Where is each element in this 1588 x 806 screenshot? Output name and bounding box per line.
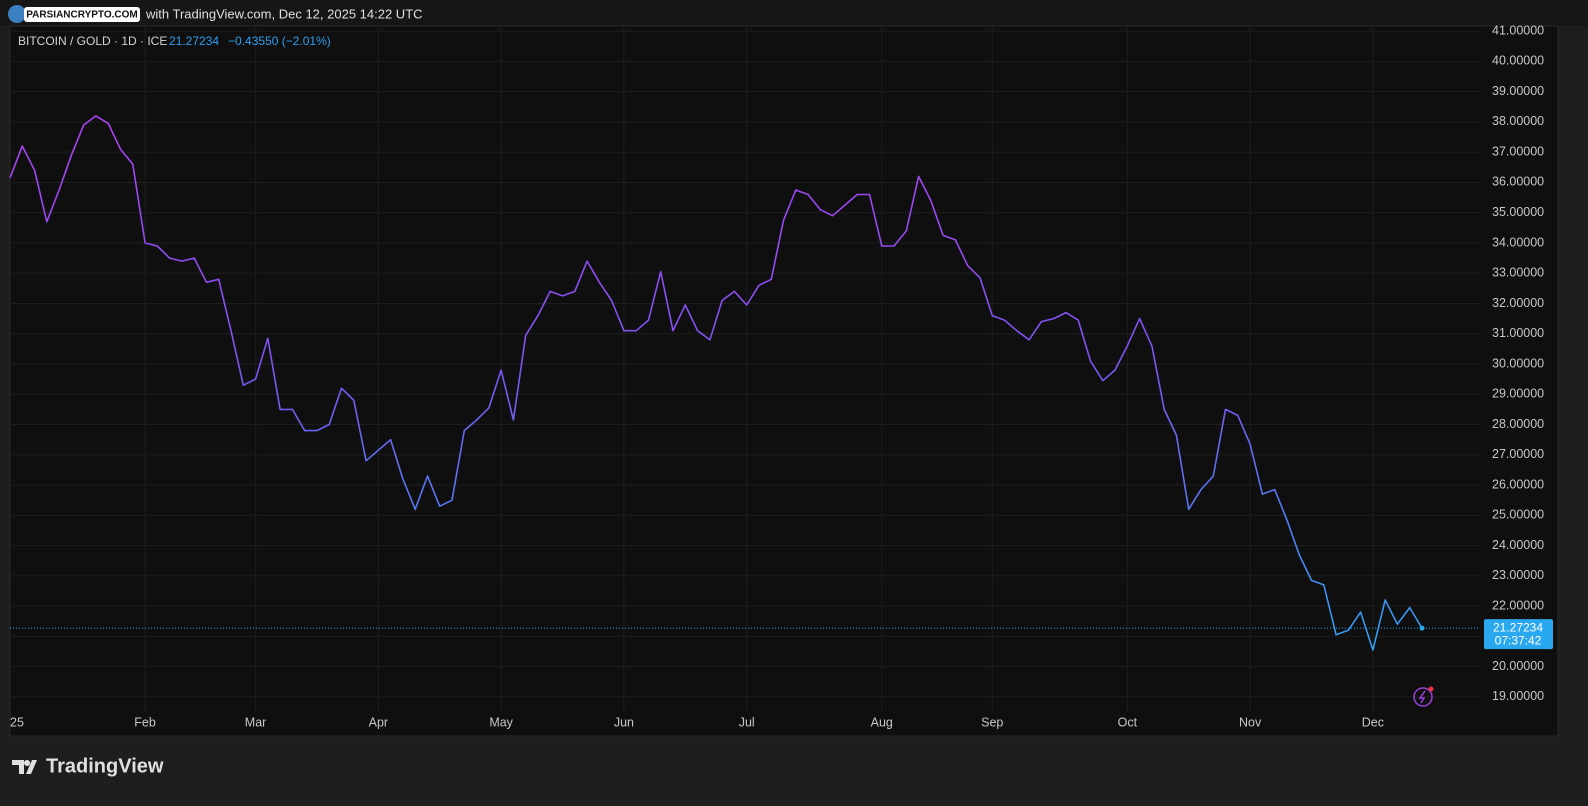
y-tick-label: 29.00000 <box>1492 387 1544 401</box>
price-tag-value: 21.27234 <box>1493 620 1543 634</box>
footer-brand: TradingView <box>46 755 164 777</box>
x-tick-label: Oct <box>1118 715 1138 729</box>
y-tick-label: 27.00000 <box>1492 447 1544 461</box>
y-tick-label: 40.00000 <box>1492 54 1544 68</box>
y-tick-label: 39.00000 <box>1492 84 1544 98</box>
x-tick-label: 25 <box>10 715 24 729</box>
y-tick-label: 23.00000 <box>1492 568 1544 582</box>
x-tick-label: Apr <box>369 715 388 729</box>
alert-icon[interactable] <box>1413 686 1434 707</box>
x-tick-label: Dec <box>1362 715 1384 729</box>
last-point <box>1419 625 1425 631</box>
y-tick-label: 24.00000 <box>1492 538 1544 552</box>
x-tick-label: Jun <box>614 715 634 729</box>
y-tick-label: 25.00000 <box>1492 508 1544 522</box>
watermark-icon <box>8 5 26 23</box>
y-tick-label: 38.00000 <box>1492 114 1544 128</box>
watermark-box <box>24 7 140 22</box>
x-tick-label: Mar <box>245 715 267 729</box>
y-tick-label: 33.00000 <box>1492 266 1544 280</box>
y-tick-label: 26.00000 <box>1492 477 1544 491</box>
watermark: PARSIANCRYPTO.COM <box>26 10 138 21</box>
legend-value: 21.27234 <box>169 34 219 48</box>
x-tick-label: May <box>489 715 513 729</box>
published: with TradingView.com, Dec 12, 2025 14:22… <box>145 6 423 21</box>
y-tick-label: 20.00000 <box>1492 659 1544 673</box>
y-tick-label: 30.00000 <box>1492 356 1544 370</box>
x-tick-label: Nov <box>1239 715 1262 729</box>
chart-area <box>9 25 1559 737</box>
price-line <box>9 115 1423 651</box>
y-tick-label: 36.00000 <box>1492 175 1544 189</box>
y-tick-label: 22.00000 <box>1492 598 1544 612</box>
y-tick-label: 34.00000 <box>1492 235 1544 249</box>
y-tick-label: 32.00000 <box>1492 296 1544 310</box>
chart-title: BITCOIN / GOLD · 1D · ICE <box>18 34 167 48</box>
top-bar <box>0 0 1588 26</box>
y-tick-label: 19.00000 <box>1492 689 1544 703</box>
x-tick-label: Jul <box>739 715 755 729</box>
y-tick-label: 35.00000 <box>1492 205 1544 219</box>
y-tick-label: 37.00000 <box>1492 144 1544 158</box>
y-tick-label: 28.00000 <box>1492 417 1544 431</box>
x-tick-label: Aug <box>871 715 893 729</box>
x-tick-label: Sep <box>981 715 1003 729</box>
footer-logo[interactable]: TradingView <box>12 755 164 777</box>
y-tick-label: 41.00000 <box>1492 23 1544 37</box>
x-tick-label: Feb <box>134 715 156 729</box>
price-tag <box>1484 619 1553 650</box>
legend-change: −0.43550 (−2.01%) <box>228 34 331 48</box>
price-tag-countdown: 07:37:42 <box>1495 633 1542 647</box>
y-tick-label: 31.00000 <box>1492 326 1544 340</box>
